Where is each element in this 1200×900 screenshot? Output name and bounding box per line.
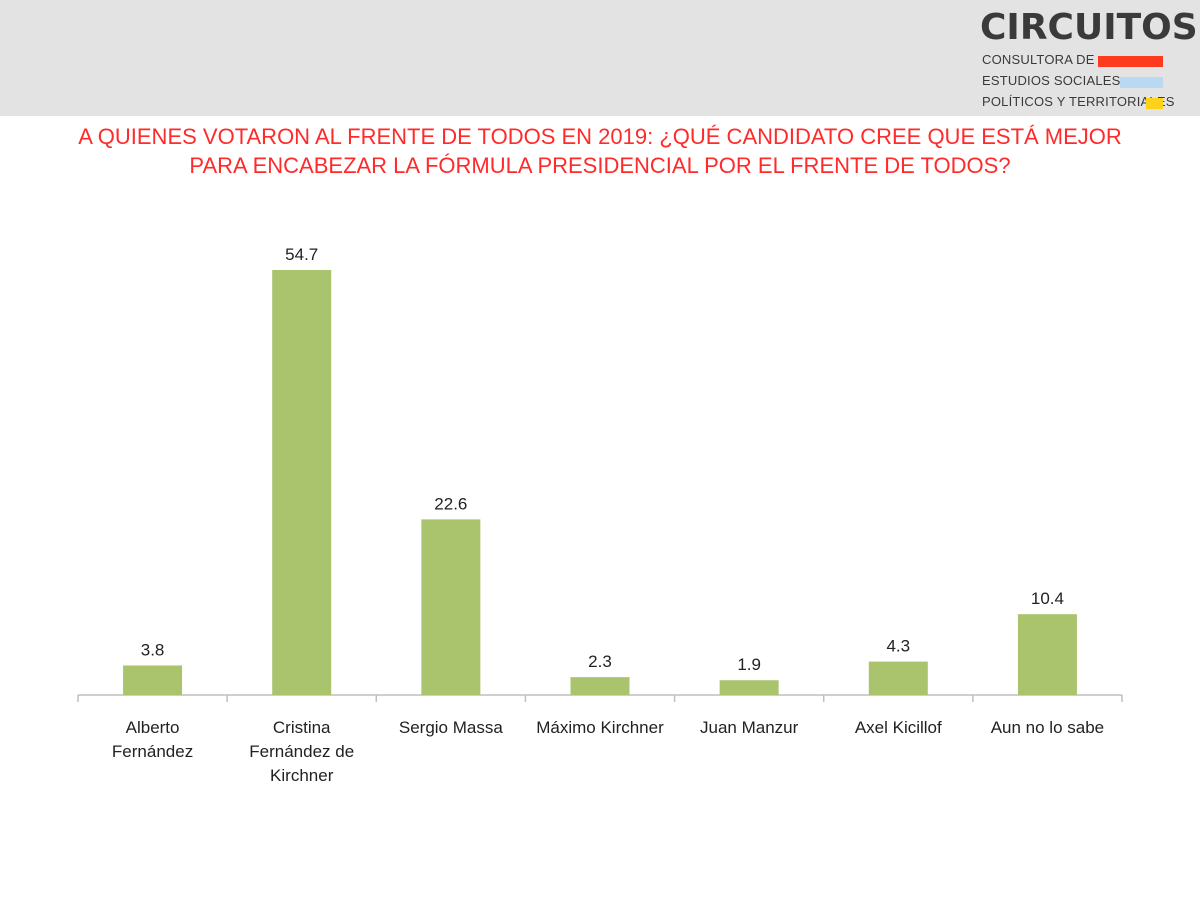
logo-bar-red <box>1098 56 1163 67</box>
data-label: 10.4 <box>1031 589 1064 608</box>
chart-title-line-1: A QUIENES VOTARON AL FRENTE DE TODOS EN … <box>78 124 1122 149</box>
bar <box>1017 614 1077 695</box>
x-tick-label: Juan Manzur <box>700 718 799 737</box>
logo-line-3: POLÍTICOS Y TERRITORIALES <box>982 94 1175 109</box>
data-label: 3.8 <box>141 640 165 659</box>
bar <box>570 677 630 695</box>
x-tick-label: Alberto Fernández <box>112 718 193 761</box>
x-tick-label: Máximo Kirchner <box>536 718 664 737</box>
x-tick-label: Axel Kicillof <box>855 718 942 737</box>
data-label: 4.3 <box>886 637 910 656</box>
data-label: 54.7 <box>285 245 318 264</box>
header-band <box>0 0 1200 116</box>
data-label: 2.3 <box>588 652 612 671</box>
logo-bar-blue <box>1120 77 1163 88</box>
bar <box>868 661 928 695</box>
x-tick-label: Aun no lo sabe <box>991 718 1104 737</box>
logo-bar-yellow <box>1146 98 1163 109</box>
chart-title: A QUIENES VOTARON AL FRENTE DE TODOS EN … <box>40 122 1160 180</box>
bar <box>719 680 779 695</box>
data-label: 1.9 <box>737 655 761 674</box>
bar <box>272 270 332 695</box>
chart-title-line-2: PARA ENCABEZAR LA FÓRMULA PRESIDENCIAL P… <box>189 153 1011 178</box>
circuitos-logo: CIRCUITOS CONSULTORA DE ESTUDIOS SOCIALE… <box>980 6 1198 110</box>
logo-line-1: CONSULTORA DE <box>982 52 1095 67</box>
logo-line-2: ESTUDIOS SOCIALES, <box>982 73 1125 88</box>
data-label: 22.6 <box>434 494 467 513</box>
x-tick-label: Cristina Fernández de Kirchner <box>249 718 354 785</box>
logo-title: CIRCUITOS <box>980 7 1198 48</box>
x-tick-label: Sergio Massa <box>399 718 503 737</box>
bar <box>123 665 183 695</box>
bar <box>421 519 481 695</box>
